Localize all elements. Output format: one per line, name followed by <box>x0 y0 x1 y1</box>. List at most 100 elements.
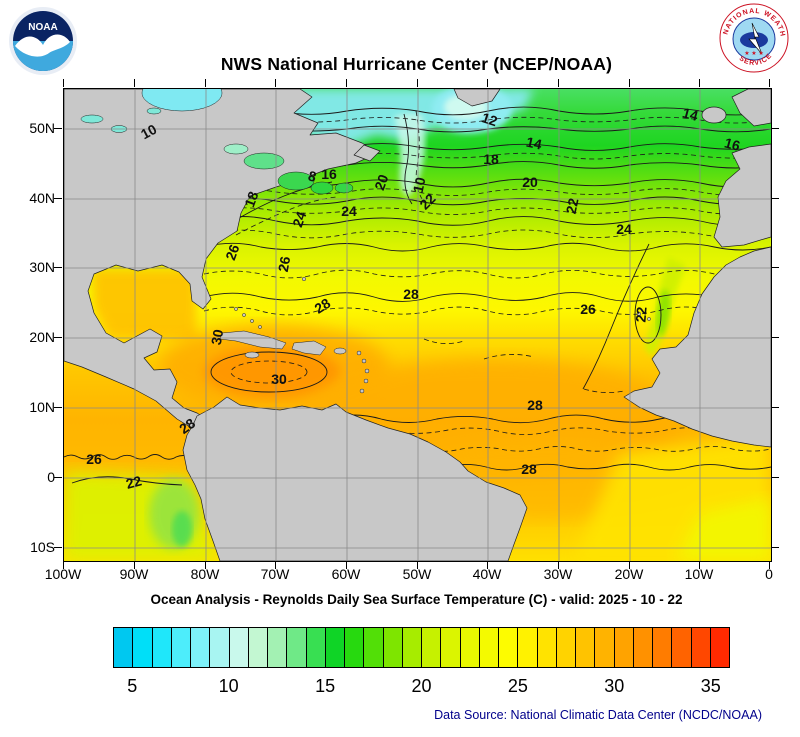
x-tick <box>628 79 630 87</box>
land-great-britain <box>731 89 771 127</box>
x-tick <box>274 79 276 87</box>
x-tick <box>768 79 770 87</box>
island-hispaniola <box>291 340 327 356</box>
x-tick <box>204 79 206 87</box>
y-tick <box>771 336 779 338</box>
x-tick <box>698 561 700 569</box>
x-tick <box>204 561 206 569</box>
y-tick <box>771 476 779 478</box>
noaa-gull-icon <box>15 34 70 57</box>
land-newfoundland <box>353 144 381 162</box>
colorbar-cell-17 <box>364 628 384 667</box>
land-iberia-france <box>713 143 771 248</box>
x-tick <box>133 561 135 569</box>
colorbar-cell-20 <box>422 628 442 667</box>
contour-labels: 10 8 10 12 14 18 16 20 18 22 14 16 24 24 20 22 24 26 26 28 2… <box>86 104 742 491</box>
colorbar-tick-label: 35 <box>700 676 721 696</box>
y-tick <box>54 546 62 548</box>
x-tick <box>62 79 64 87</box>
colorbar-cell-21 <box>441 628 461 667</box>
isotherm-label: 28 <box>521 461 537 477</box>
lake-superior <box>223 143 249 155</box>
y-tick <box>54 266 62 268</box>
graticule <box>64 89 771 561</box>
noaa-logo-text: NOAA <box>28 22 57 33</box>
isotherm-label: 26 <box>580 301 596 317</box>
isotherm-label: 8 <box>306 167 318 185</box>
x-axis-label: 60W <box>331 566 361 582</box>
x-tick <box>486 561 488 569</box>
isotherm-label: 26 <box>86 451 102 467</box>
islands-and-lakes <box>80 89 651 394</box>
colorbar-cell-30 <box>614 628 634 667</box>
x-tick <box>486 79 488 87</box>
y-tick <box>54 197 62 199</box>
noaa-logo: NOAA <box>9 7 77 75</box>
canary-islands <box>636 311 642 317</box>
isotherm-label: 20 <box>371 172 391 192</box>
isotherm-label: 30 <box>208 328 226 346</box>
isotherm-label: 28 <box>312 295 334 317</box>
isotherm-label: 20 <box>522 174 538 190</box>
land-greenland-tip <box>453 89 501 107</box>
island-cuba <box>219 330 287 350</box>
isotherm-label: 22 <box>124 472 143 492</box>
colorbar-cell-25 <box>518 628 538 667</box>
nws-lightning-icon <box>748 22 763 55</box>
colorbar-cell-26 <box>537 628 557 667</box>
y-tick <box>771 127 779 129</box>
x-tick <box>345 79 347 87</box>
colorbar-cell-18 <box>383 628 403 667</box>
colorbar-cell-33 <box>672 628 692 667</box>
map: 10 8 10 12 14 18 16 20 18 22 14 16 24 24 20 22 24 26 26 28 2… <box>63 88 772 562</box>
isotherm-label: 18 <box>241 189 261 209</box>
colorbar-cell-4 <box>114 628 134 667</box>
x-axis-label: 70W <box>260 566 290 582</box>
x-tick <box>62 561 64 569</box>
data-source: Data Source: National Climatic Data Cent… <box>434 708 762 722</box>
island-puerto-rico <box>333 347 347 355</box>
colorbar-cell-35 <box>710 628 729 667</box>
nws-logo: NATIONAL WEATHER SERVICE ★ ★ ★ <box>719 3 789 73</box>
colorbar-cell-27 <box>556 628 576 667</box>
colorbar-cell-10 <box>229 628 249 667</box>
isotherm-label: 28 <box>403 286 419 302</box>
hudson-bay <box>141 89 223 112</box>
isotherm-label: 24 <box>616 221 632 237</box>
page-title: NWS National Hurricane Center (NCEP/NOAA… <box>220 54 613 74</box>
colorbar-cell-16 <box>345 628 365 667</box>
colorbar-cell-29 <box>595 628 615 667</box>
y-axis-label: 50N <box>29 120 55 136</box>
x-tick <box>768 561 770 569</box>
x-axis-label: 90W <box>119 566 149 582</box>
colorbar-tick-label: 25 <box>507 676 528 696</box>
x-axis-label: 10W <box>684 566 714 582</box>
isotherm-label: 14 <box>525 134 544 153</box>
island-jamaica <box>244 351 260 359</box>
y-tick <box>771 197 779 199</box>
colorbar-cell-34 <box>691 628 711 667</box>
x-tick <box>133 79 135 87</box>
colorbar-cell-13 <box>287 628 307 667</box>
x-axis-label: 30W <box>543 566 573 582</box>
map-caption: Ocean Analysis - Reynolds Daily Sea Surf… <box>150 592 683 607</box>
isotherm-label: 10 <box>410 175 429 194</box>
colorbar-tick-label: 15 <box>315 676 336 696</box>
x-axis-label: 40W <box>472 566 502 582</box>
isotherm-label: 12 <box>480 109 500 129</box>
x-tick <box>557 79 559 87</box>
x-axis-label: 80W <box>190 566 220 582</box>
x-axis-label: 20W <box>614 566 644 582</box>
lesser-antilles <box>359 388 365 394</box>
y-tick <box>54 476 62 478</box>
x-tick <box>698 79 700 87</box>
colorbar-cell-14 <box>306 628 326 667</box>
isotherm-label: 10 <box>138 121 159 143</box>
colorbar-tick-label: 10 <box>218 676 239 696</box>
x-axis-label: 0 <box>765 566 773 582</box>
y-axis-label: 10S <box>30 539 55 555</box>
colorbar-cell-9 <box>210 628 230 667</box>
y-axis-label: 10N <box>29 399 55 415</box>
colorbar-cell-22 <box>460 628 480 667</box>
